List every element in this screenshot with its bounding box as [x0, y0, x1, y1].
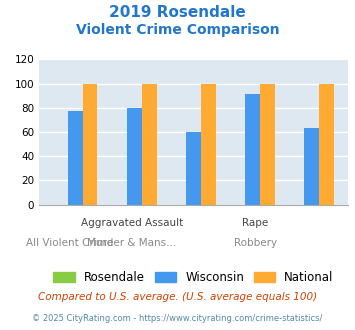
Bar — [68, 112, 83, 205]
Bar — [83, 83, 97, 205]
Bar — [304, 128, 319, 205]
Legend: Rosendale, Wisconsin, National: Rosendale, Wisconsin, National — [49, 266, 338, 289]
Text: Aggravated Assault: Aggravated Assault — [81, 218, 183, 228]
Text: All Violent Crime: All Violent Crime — [26, 238, 114, 248]
Text: © 2025 CityRating.com - https://www.cityrating.com/crime-statistics/: © 2025 CityRating.com - https://www.city… — [32, 314, 323, 323]
Text: Robbery: Robbery — [234, 238, 277, 248]
Bar — [260, 83, 275, 205]
Bar — [142, 83, 157, 205]
Text: Compared to U.S. average. (U.S. average equals 100): Compared to U.S. average. (U.S. average … — [38, 292, 317, 302]
Text: Rape: Rape — [242, 218, 268, 228]
Bar — [245, 94, 260, 205]
Bar — [186, 132, 201, 205]
Bar — [201, 83, 215, 205]
Bar — [319, 83, 334, 205]
Bar — [127, 108, 142, 205]
Text: 2019 Rosendale: 2019 Rosendale — [109, 5, 246, 20]
Text: Violent Crime Comparison: Violent Crime Comparison — [76, 23, 279, 37]
Text: Murder & Mans...: Murder & Mans... — [87, 238, 176, 248]
